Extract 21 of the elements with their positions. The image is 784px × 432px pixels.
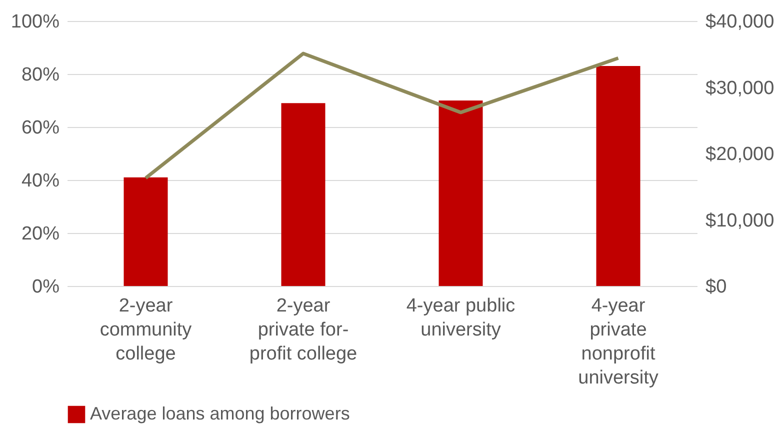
bar <box>596 66 640 286</box>
bar <box>281 103 326 286</box>
y-tick-label: 20% <box>21 224 60 244</box>
x-tick-label: 2-year private for- profit college <box>249 296 358 364</box>
y2-tick-label: $40,000 <box>706 12 774 32</box>
x-tick-label: 2-year community college <box>100 296 192 364</box>
y2-tick-label: $10,000 <box>706 210 774 232</box>
y-tick-label: 0% <box>32 276 60 298</box>
legend-label: Average loans among borrowers <box>90 404 350 424</box>
y-tick-label: 40% <box>21 170 60 192</box>
y-tick-label: 80% <box>21 64 60 86</box>
y2-tick-label: $20,000 <box>706 144 774 165</box>
y-tick-label: 100% <box>10 12 60 32</box>
bar <box>124 177 168 286</box>
bar <box>438 100 483 286</box>
y2-tick-label: $0 <box>706 276 727 298</box>
x-tick-label: 4-year public university <box>406 296 516 340</box>
line-series <box>144 52 620 180</box>
x-tick-label: 4-year private nonprofit university <box>578 296 659 388</box>
y2-tick-label: $30,000 <box>706 78 774 99</box>
y-tick-label: 60% <box>21 118 60 138</box>
